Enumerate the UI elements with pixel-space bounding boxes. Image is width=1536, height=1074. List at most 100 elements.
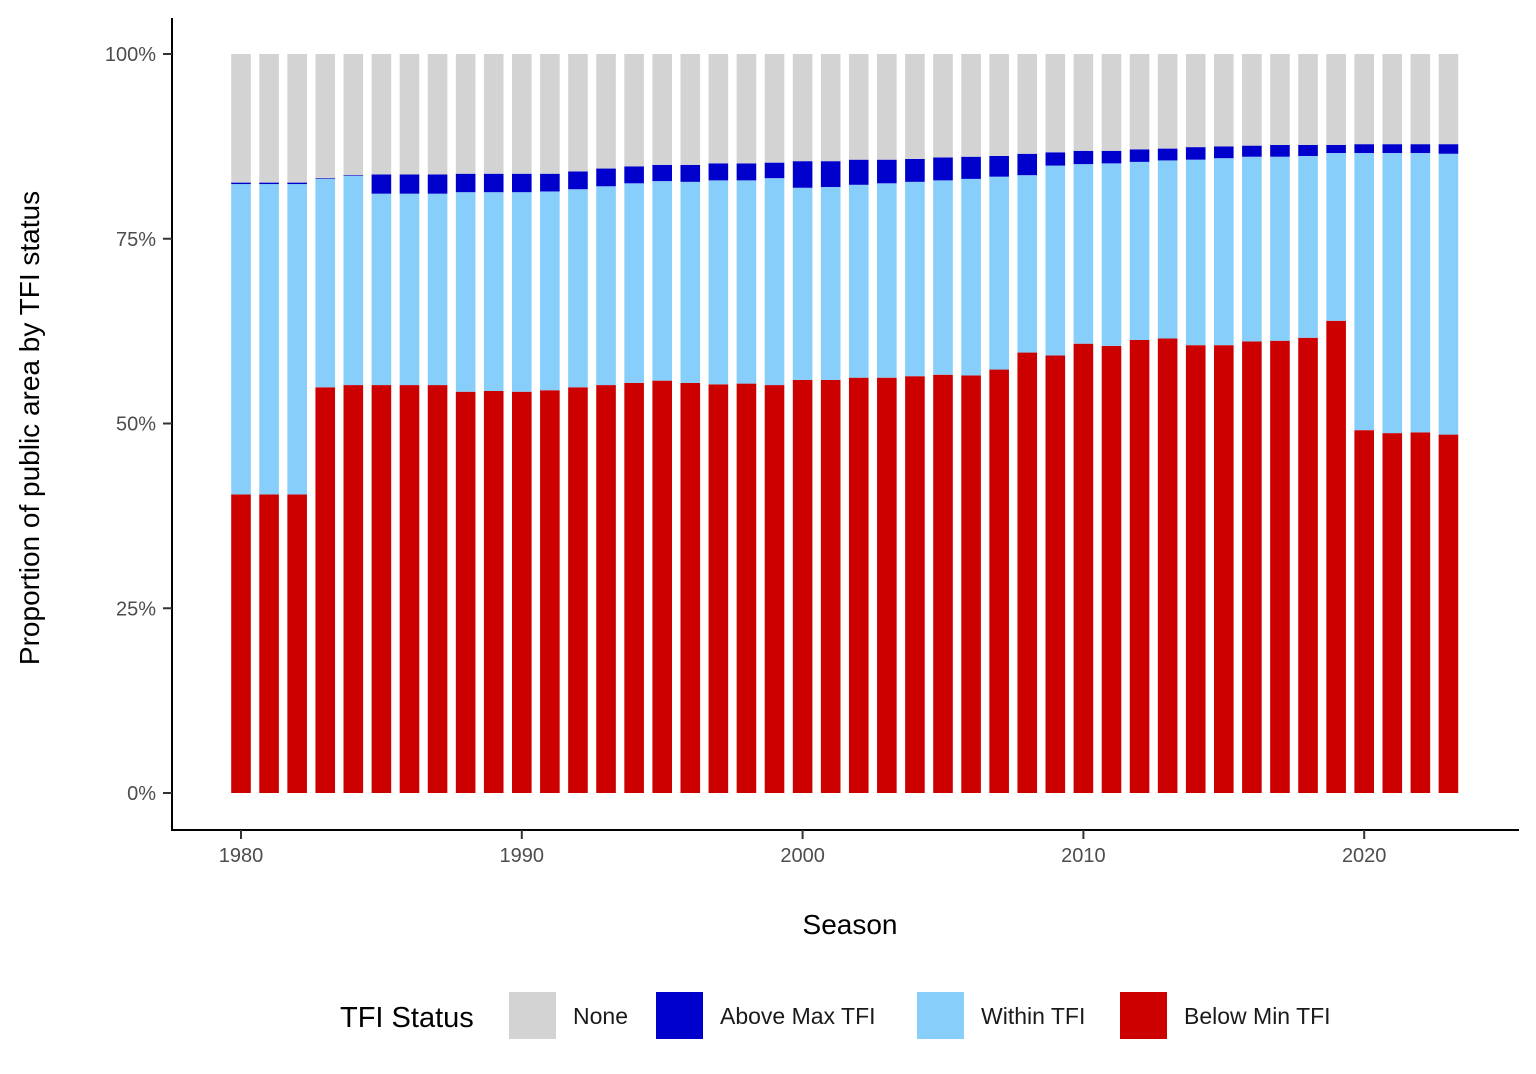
bar-within-tfi-2023 — [1438, 153, 1459, 435]
bar-below-min-tfi-2006 — [961, 375, 981, 793]
bar-none-2000 — [792, 54, 813, 162]
bar-within-tfi-2006 — [961, 178, 981, 376]
bar-below-min-tfi-1996 — [680, 382, 701, 793]
bar-below-min-tfi-1990 — [512, 391, 532, 793]
legend-key-none — [509, 992, 556, 1039]
bar-none-2012 — [1129, 54, 1150, 150]
bar-within-tfi-2007 — [989, 176, 1009, 370]
bar-below-min-tfi-2015 — [1214, 345, 1234, 793]
bar-above-max-tfi-2008 — [1017, 153, 1038, 176]
bar-below-min-tfi-2011 — [1101, 345, 1122, 793]
y-tick-label: 50% — [116, 414, 156, 436]
x-tick-label: 2010 — [1061, 845, 1106, 867]
bar-within-tfi-1986 — [399, 193, 420, 386]
bar-within-tfi-2020 — [1354, 153, 1374, 431]
bar-above-max-tfi-1990 — [512, 173, 532, 193]
bar-above-max-tfi-1998 — [736, 163, 757, 181]
bar-none-1998 — [736, 54, 757, 164]
bar-none-2001 — [820, 54, 841, 162]
bar-above-max-tfi-1985 — [371, 174, 392, 194]
bar-below-min-tfi-1992 — [568, 387, 588, 793]
bar-below-min-tfi-2000 — [792, 379, 813, 793]
bar-below-min-tfi-2013 — [1157, 338, 1178, 793]
bar-above-max-tfi-2005 — [933, 157, 953, 181]
bar-below-min-tfi-1998 — [736, 383, 757, 793]
bar-none-1990 — [512, 54, 532, 174]
bar-below-min-tfi-1994 — [624, 382, 644, 793]
bar-above-max-tfi-2007 — [989, 155, 1009, 177]
bar-below-min-tfi-2007 — [989, 369, 1009, 793]
bar-within-tfi-2019 — [1326, 153, 1346, 321]
bar-below-min-tfi-2009 — [1045, 355, 1066, 793]
bar-below-min-tfi-1988 — [455, 391, 476, 793]
bar-none-2017 — [1270, 54, 1290, 145]
bar-within-tfi-1985 — [371, 193, 392, 386]
bar-within-tfi-1984 — [343, 175, 364, 386]
bar-none-1996 — [680, 54, 701, 165]
bar-above-max-tfi-1987 — [427, 174, 448, 194]
bar-none-1981 — [259, 54, 279, 183]
bar-above-max-tfi-1997 — [708, 163, 729, 181]
legend: TFI Status None Above Max TFI Within TFI Be… — [340, 992, 1331, 1039]
bar-within-tfi-1981 — [259, 184, 279, 495]
x-tick-label: 2000 — [780, 845, 825, 867]
y-tick-label: 100% — [105, 44, 156, 66]
bar-none-2020 — [1354, 54, 1374, 145]
bar-none-1982 — [287, 54, 307, 183]
bar-below-min-tfi-1991 — [540, 390, 560, 793]
bar-within-tfi-2005 — [933, 180, 953, 375]
bar-within-tfi-1991 — [540, 191, 560, 391]
bar-none-1985 — [371, 54, 392, 175]
bar-within-tfi-1988 — [455, 192, 476, 392]
bar-below-min-tfi-2012 — [1129, 339, 1150, 793]
legend-label-below-min-tfi: Below Min TFI — [1184, 1003, 1331, 1029]
bar-below-min-tfi-1984 — [343, 385, 364, 793]
bar-within-tfi-2015 — [1214, 158, 1234, 346]
bar-below-min-tfi-2018 — [1298, 337, 1318, 793]
bar-above-max-tfi-1984 — [343, 175, 364, 176]
bar-within-tfi-1996 — [680, 181, 701, 383]
bar-within-tfi-2001 — [820, 187, 841, 380]
bar-within-tfi-1987 — [427, 193, 448, 386]
bar-none-2019 — [1326, 54, 1346, 145]
bar-below-min-tfi-1999 — [764, 385, 785, 793]
legend-key-above-max-tfi — [656, 992, 703, 1039]
bar-within-tfi-1990 — [512, 192, 532, 392]
y-axis-title: Proportion of public area by TFI status — [14, 191, 45, 665]
bar-above-max-tfi-1999 — [764, 162, 785, 179]
bar-above-max-tfi-2016 — [1242, 145, 1262, 157]
legend-key-within-tfi — [917, 992, 964, 1039]
bar-below-min-tfi-1987 — [427, 385, 448, 793]
bar-above-max-tfi-2013 — [1157, 148, 1178, 161]
bar-below-min-tfi-1997 — [708, 384, 729, 793]
bar-within-tfi-1982 — [287, 184, 307, 495]
bar-below-min-tfi-2004 — [905, 376, 925, 793]
bar-above-max-tfi-2006 — [961, 156, 981, 179]
bar-within-tfi-2004 — [905, 181, 925, 377]
bar-below-min-tfi-1982 — [287, 494, 307, 793]
x-axis-ticks: 1980 1990 2000 2010 2020 — [219, 830, 1386, 867]
bar-within-tfi-2014 — [1185, 159, 1206, 346]
bar-above-max-tfi-1988 — [455, 173, 476, 193]
bar-below-min-tfi-2014 — [1185, 345, 1206, 793]
bar-none-1987 — [427, 54, 448, 175]
bar-none-2004 — [905, 54, 925, 159]
y-tick-label: 0% — [127, 783, 156, 805]
bar-above-max-tfi-1989 — [483, 173, 504, 193]
bar-none-2015 — [1214, 54, 1234, 147]
bar-above-max-tfi-2003 — [877, 159, 897, 184]
bar-within-tfi-2009 — [1045, 165, 1066, 356]
bar-none-2010 — [1073, 54, 1094, 151]
bar-none-1983 — [315, 54, 336, 179]
bar-none-2013 — [1157, 54, 1178, 149]
bar-none-1999 — [764, 54, 785, 163]
bar-none-2009 — [1045, 54, 1066, 153]
bar-within-tfi-2017 — [1270, 156, 1290, 341]
bar-above-max-tfi-2004 — [905, 158, 925, 182]
bar-within-tfi-2013 — [1157, 160, 1178, 339]
bar-below-min-tfi-2021 — [1382, 433, 1403, 793]
bar-none-2014 — [1185, 54, 1206, 148]
bar-above-max-tfi-1991 — [540, 173, 560, 192]
bar-none-1986 — [399, 54, 420, 175]
